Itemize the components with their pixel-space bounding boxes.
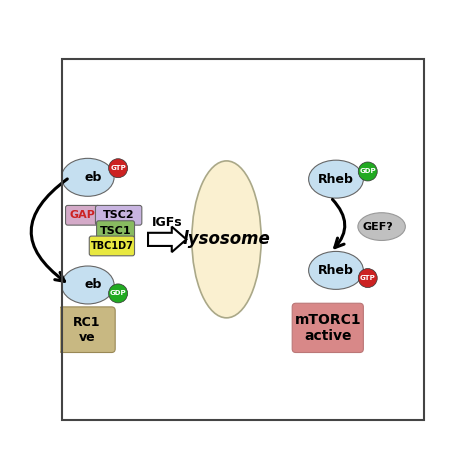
- Circle shape: [109, 159, 128, 178]
- Text: GTP: GTP: [110, 165, 126, 171]
- Text: mTORC1
active: mTORC1 active: [294, 313, 361, 343]
- Ellipse shape: [192, 161, 261, 318]
- Text: lysosome: lysosome: [182, 230, 270, 248]
- Ellipse shape: [62, 158, 114, 196]
- Text: TBC1D7: TBC1D7: [91, 241, 133, 251]
- FancyBboxPatch shape: [292, 303, 364, 353]
- Text: eb: eb: [84, 279, 102, 292]
- Text: GEF?: GEF?: [363, 222, 393, 232]
- Ellipse shape: [309, 160, 364, 198]
- Polygon shape: [148, 227, 186, 252]
- FancyBboxPatch shape: [97, 221, 135, 240]
- FancyBboxPatch shape: [95, 205, 142, 225]
- Text: GTP: GTP: [360, 275, 375, 281]
- Text: GDP: GDP: [110, 291, 127, 296]
- Text: TSC2: TSC2: [103, 210, 135, 220]
- Circle shape: [358, 269, 377, 288]
- Ellipse shape: [62, 266, 114, 304]
- Text: IGFs: IGFs: [152, 217, 182, 229]
- FancyBboxPatch shape: [59, 307, 115, 353]
- Text: eb: eb: [84, 171, 102, 184]
- Ellipse shape: [358, 213, 405, 240]
- FancyBboxPatch shape: [65, 205, 100, 225]
- Text: GAP: GAP: [70, 210, 96, 220]
- Ellipse shape: [309, 251, 364, 289]
- Text: RC1
ve: RC1 ve: [73, 316, 100, 344]
- Circle shape: [358, 162, 377, 181]
- Text: TSC1: TSC1: [100, 226, 131, 236]
- Text: GDP: GDP: [359, 168, 376, 174]
- Circle shape: [109, 284, 128, 303]
- Text: Rheb: Rheb: [318, 264, 354, 277]
- Text: Rheb: Rheb: [318, 173, 354, 186]
- FancyBboxPatch shape: [89, 236, 135, 256]
